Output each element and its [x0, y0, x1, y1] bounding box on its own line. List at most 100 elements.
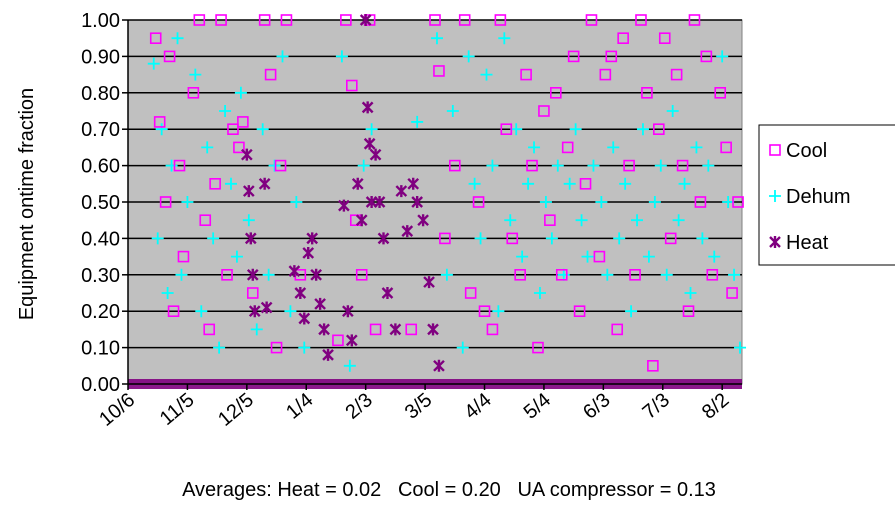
averages-note: Averages: Heat = 0.02 Cool = 0.20 UA com…: [182, 479, 716, 501]
data-point: [440, 268, 453, 281]
data-point: [658, 32, 671, 45]
data-point: [458, 14, 471, 26]
data-point: [294, 287, 307, 299]
data-point: [430, 32, 443, 45]
data-point: [538, 105, 550, 117]
data-point: [635, 14, 647, 26]
y-tick-label: 0.60: [81, 156, 120, 178]
data-point: [276, 50, 289, 63]
data-point: [343, 359, 356, 372]
x-tick-label: 5/4: [520, 389, 555, 424]
data-point: [439, 232, 451, 245]
data-point: [310, 268, 323, 281]
data-point: [215, 14, 227, 26]
y-tick-label: 0.00: [81, 374, 120, 396]
series-heat: [240, 14, 445, 372]
data-point: [561, 141, 574, 154]
data-point: [264, 68, 277, 81]
data-point: [405, 323, 418, 336]
data-point: [338, 199, 350, 212]
data-point: [237, 116, 249, 128]
data-point: [464, 287, 477, 299]
data-point: [545, 232, 558, 245]
data-point: [648, 196, 661, 208]
data-point: [664, 232, 677, 245]
data-point: [155, 123, 168, 136]
data-point: [728, 268, 741, 281]
data-point: [433, 359, 445, 372]
data-point: [720, 141, 732, 154]
data-point: [165, 159, 178, 172]
data-point: [581, 250, 594, 263]
data-point: [605, 50, 618, 63]
data-point: [550, 87, 562, 99]
y-tick-label: 0.40: [81, 228, 120, 250]
y-tick-label: 0.80: [81, 83, 120, 105]
data-point: [654, 159, 667, 172]
data-point: [682, 305, 695, 318]
data-point: [224, 177, 237, 190]
data-point: [389, 323, 402, 336]
legend-entry-cool: Cool: [769, 140, 827, 162]
data-point: [207, 232, 220, 245]
data-point: [230, 250, 243, 263]
data-point: [480, 68, 493, 81]
data-point: [506, 232, 519, 245]
data-point: [514, 268, 526, 281]
data-point: [427, 323, 439, 336]
data-point: [678, 177, 691, 190]
data-point: [688, 14, 701, 26]
data-point: [159, 196, 172, 208]
data-point: [363, 137, 376, 150]
data-point: [167, 305, 180, 318]
data-point: [213, 341, 226, 354]
data-point: [187, 87, 200, 99]
data-point: [708, 250, 721, 263]
data-point: [625, 305, 638, 318]
data-point: [346, 79, 358, 92]
data-point: [357, 159, 370, 172]
x-tick-label: 6/3: [579, 389, 614, 424]
data-point: [557, 268, 570, 281]
data-point: [676, 159, 689, 172]
data-point: [411, 115, 424, 128]
data-point: [672, 214, 685, 227]
legend-entry-dehum: Dehum: [769, 186, 850, 208]
data-point: [684, 287, 697, 299]
data-point: [290, 196, 303, 208]
data-point: [714, 87, 727, 99]
data-point: [373, 196, 386, 208]
legend-entry-heat: Heat: [769, 232, 829, 254]
data-point: [175, 268, 188, 281]
data-point: [201, 141, 214, 154]
data-point: [351, 177, 364, 190]
y-tick-label: 1.00: [81, 10, 120, 32]
data-point: [260, 301, 273, 314]
data-point: [702, 159, 715, 172]
data-point: [240, 148, 253, 161]
data-point: [280, 14, 293, 26]
data-point: [579, 178, 592, 190]
data-point: [369, 148, 382, 161]
data-point: [258, 14, 271, 26]
data-point: [423, 276, 435, 289]
data-point: [623, 159, 635, 172]
data-point: [539, 196, 552, 208]
data-point: [359, 14, 372, 26]
data-point: [177, 250, 190, 263]
data-point: [456, 341, 469, 354]
data-point: [769, 144, 781, 156]
data-point: [486, 323, 499, 336]
series-dehum: [147, 32, 747, 372]
data-point: [268, 159, 281, 172]
data-point: [242, 185, 255, 198]
data-point: [244, 232, 257, 245]
data-point: [486, 159, 499, 172]
data-point: [462, 50, 475, 63]
data-point: [381, 287, 394, 299]
data-point: [690, 141, 703, 154]
data-point: [700, 50, 713, 63]
data-point: [573, 305, 586, 318]
data-point: [151, 232, 164, 245]
data-point: [510, 123, 523, 136]
